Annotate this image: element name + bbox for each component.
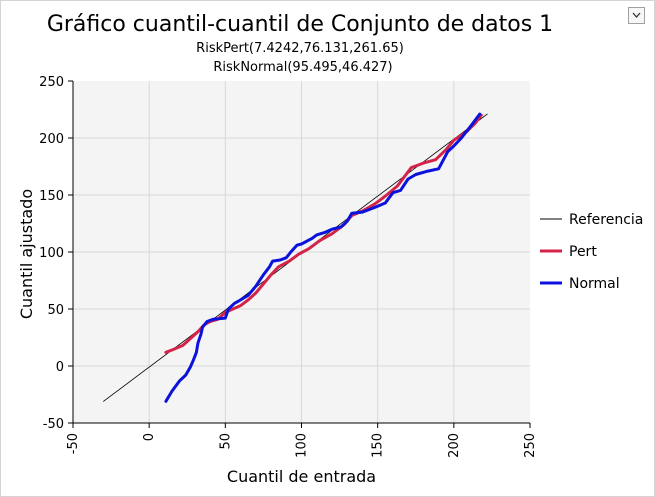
legend-label-normal: Normal (569, 276, 620, 292)
chart-options-button[interactable] (628, 7, 645, 24)
x-tick-label: -50 (66, 433, 81, 454)
legend-label-referencia: Referencia (569, 212, 643, 228)
x-tick-label: 0 (142, 433, 157, 441)
x-tick-label: 150 (371, 433, 386, 458)
x-tick-label: 200 (447, 433, 462, 458)
legend-label-pert: Pert (569, 244, 597, 260)
x-axis-title: Cuantil de entrada (227, 467, 376, 486)
x-tick-label: 250 (523, 433, 538, 458)
y-tick-label: -50 (43, 417, 64, 432)
y-axis-title: Cuantil ajustado (17, 189, 36, 319)
chart-title: Gráfico cuantil-cuantil de Conjunto de d… (46, 12, 554, 37)
y-tick-label: 250 (39, 75, 64, 90)
x-tick-label: 50 (218, 433, 233, 450)
chart-subtitle-line-1: RiskPert(7.4242,76.131,261.65) (196, 41, 404, 56)
y-tick-label: 100 (39, 246, 64, 261)
y-tick-label: 50 (47, 303, 64, 318)
y-tick-label: 150 (39, 189, 64, 204)
y-tick-label: 0 (56, 360, 64, 375)
y-tick-label: 200 (39, 132, 64, 147)
x-tick-label: 100 (295, 433, 310, 458)
chevron-down-icon (632, 12, 641, 18)
series-line-normal (164, 112, 482, 403)
chart-subtitle-line-2: RiskNormal(95.495,46.427) (213, 60, 393, 75)
